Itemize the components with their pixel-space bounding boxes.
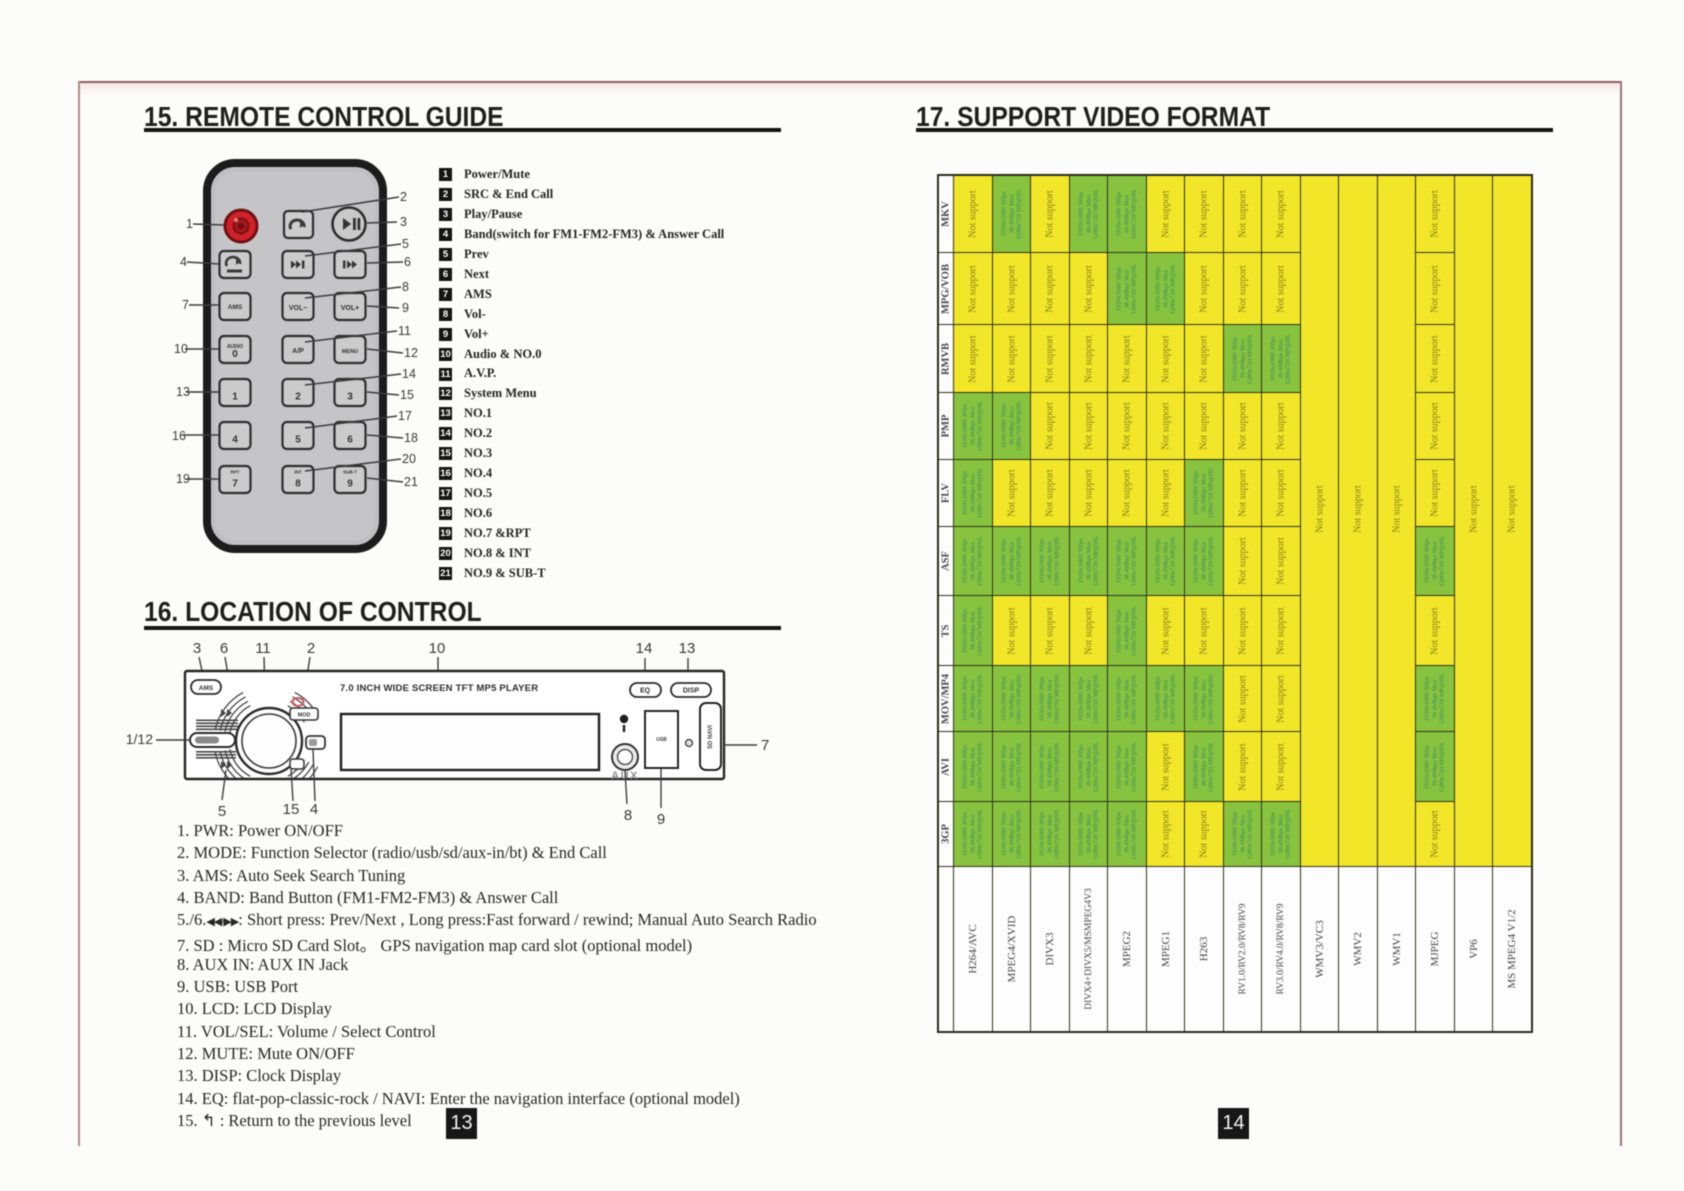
- svg-text:0: 0: [232, 349, 238, 360]
- svg-text:6: 6: [347, 435, 353, 446]
- svg-text:9: 9: [402, 301, 409, 315]
- svg-text:RPT: RPT: [231, 470, 240, 475]
- svg-text:7.0 INCH WIDE SCREEN TFT MP5: 7.0 INCH WIDE SCREEN TFT MP5 PLAYER: [340, 683, 538, 694]
- svg-text:17: 17: [398, 409, 412, 423]
- svg-text:10: 10: [174, 342, 188, 356]
- svg-text:4: 4: [180, 255, 187, 269]
- svg-text:19: 19: [176, 472, 190, 486]
- svg-text:15: 15: [283, 801, 300, 818]
- svg-text:DISP: DISP: [683, 688, 700, 695]
- svg-text:5: 5: [295, 435, 301, 446]
- svg-text:AUX: AUX: [611, 770, 639, 782]
- svg-text:1: 1: [186, 217, 193, 231]
- svg-text:7: 7: [232, 479, 238, 490]
- svg-text:6: 6: [220, 640, 228, 657]
- svg-text:4: 4: [310, 801, 318, 818]
- svg-text:4: 4: [232, 435, 238, 446]
- svg-text:8: 8: [402, 280, 409, 294]
- svg-text:14: 14: [402, 367, 416, 381]
- svg-text:INT: INT: [294, 470, 302, 475]
- svg-text:A/P: A/P: [292, 348, 304, 355]
- svg-text:2: 2: [400, 190, 407, 204]
- svg-text:EQ: EQ: [640, 688, 651, 695]
- svg-text:SUB-T: SUB-T: [343, 470, 357, 475]
- svg-text:1: 1: [232, 392, 238, 403]
- svg-text:7: 7: [182, 298, 189, 312]
- svg-text:7: 7: [761, 737, 769, 754]
- svg-text:MENU: MENU: [342, 349, 358, 355]
- svg-text:12: 12: [404, 346, 418, 360]
- svg-text:8: 8: [624, 807, 632, 824]
- svg-text:14: 14: [636, 640, 653, 657]
- svg-text:USB: USB: [656, 737, 667, 743]
- svg-text:15: 15: [400, 388, 414, 402]
- svg-text:2: 2: [307, 640, 315, 657]
- svg-text:21: 21: [404, 475, 418, 489]
- svg-text:VOL+: VOL+: [341, 305, 359, 312]
- svg-text:8: 8: [295, 479, 301, 490]
- svg-text:AMS: AMS: [228, 304, 243, 311]
- svg-text:9: 9: [657, 811, 665, 828]
- svg-text:2: 2: [295, 392, 301, 403]
- svg-text:10: 10: [429, 640, 446, 657]
- svg-text:11: 11: [255, 640, 271, 657]
- svg-text:9: 9: [347, 479, 353, 490]
- svg-text:11: 11: [398, 324, 411, 338]
- svg-text:VOL−: VOL−: [289, 305, 307, 312]
- svg-text:AUDIO: AUDIO: [227, 344, 243, 350]
- svg-text:3: 3: [193, 640, 201, 657]
- svg-text:SD NAVI: SD NAVI: [708, 725, 714, 749]
- svg-text:6: 6: [404, 255, 411, 269]
- svg-text:5: 5: [402, 237, 409, 251]
- svg-text:AMS: AMS: [199, 685, 214, 692]
- svg-text:3: 3: [400, 215, 407, 229]
- svg-text:20: 20: [402, 452, 416, 466]
- svg-text:16: 16: [172, 429, 186, 443]
- svg-text:13: 13: [679, 640, 696, 657]
- svg-text:3: 3: [347, 392, 353, 403]
- svg-text:MOD: MOD: [298, 713, 311, 719]
- svg-text:5: 5: [218, 803, 226, 820]
- svg-text:13: 13: [176, 385, 190, 399]
- svg-text:18: 18: [404, 431, 418, 445]
- svg-text:1/12: 1/12: [126, 731, 153, 747]
